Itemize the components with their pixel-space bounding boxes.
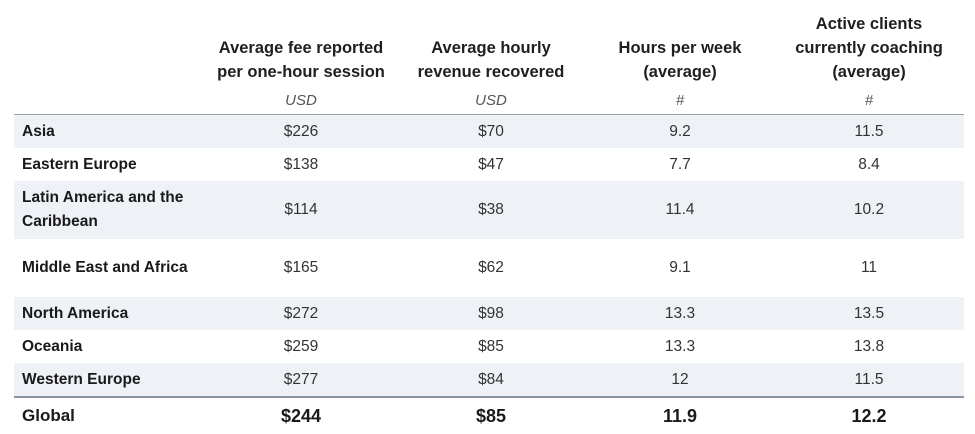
fee-value: $277 (206, 363, 396, 397)
clients-value: 8.4 (858, 155, 880, 173)
total-fee: $244 (206, 396, 396, 434)
clients-value: 13.8 (853, 337, 885, 355)
clients-value: 11.5 (774, 363, 964, 397)
total-clients: 12.2 (774, 396, 964, 434)
hours-value: 13.3 (664, 337, 696, 355)
header-row: Average fee reported per one-hour sessio… (14, 2, 964, 88)
revenue-value: $62 (478, 259, 504, 276)
data-table: Average fee reported per one-hour sessio… (14, 2, 964, 434)
table-row: North America $272 $98 13.3 13.5 (14, 297, 964, 330)
region-name: Latin America and the Caribbean (14, 181, 206, 239)
region-name: Asia (14, 114, 206, 148)
region-name: Middle East and Africa (22, 259, 188, 276)
fee-value: $259 (283, 337, 319, 355)
table-row: Western Europe $277 $84 12 11.5 (14, 363, 964, 397)
table-row: Middle East and Africa $165 $62 9.1 11 (14, 239, 964, 297)
fee-value: $165 (283, 259, 319, 276)
region-name: Western Europe (14, 363, 206, 397)
table-row: Oceania $259 $85 13.3 13.8 (14, 330, 964, 363)
unit-clients: # (774, 88, 964, 115)
fee-value: $138 (283, 155, 319, 173)
hours-value: 9.1 (669, 259, 691, 276)
revenue-value: $98 (396, 297, 586, 330)
unit-region (14, 88, 206, 115)
hours-value: 9.2 (586, 114, 774, 148)
revenue-value: $38 (396, 181, 586, 239)
clients-value: 10.2 (774, 181, 964, 239)
regional-coaching-table: Average fee reported per one-hour sessio… (14, 15, 964, 434)
header-active-clients: Active clients currently coaching (avera… (795, 15, 943, 81)
header-average-fee: Average fee reported per one-hour sessio… (217, 39, 385, 81)
total-row: Global $244 $85 11.9 12.2 (14, 396, 964, 434)
fee-value: $272 (206, 297, 396, 330)
hours-value: 7.7 (669, 155, 691, 173)
region-name: North America (14, 297, 206, 330)
revenue-value: $47 (478, 155, 504, 173)
total-hours: 11.9 (586, 396, 774, 434)
hours-value: 12 (586, 363, 774, 397)
unit-revenue: USD (396, 88, 586, 115)
total-revenue: $85 (396, 396, 586, 434)
clients-value: 11.5 (774, 114, 964, 148)
table-row: Eastern Europe $138 $47 7.7 8.4 (14, 148, 964, 181)
unit-row: USD USD # # (14, 88, 964, 115)
header-region (14, 2, 206, 88)
header-hours-per-week: Hours per week (average) (618, 39, 742, 81)
region-name: Oceania (22, 337, 83, 355)
hours-value: 13.3 (586, 297, 774, 330)
fee-value: $114 (206, 181, 396, 239)
hours-value: 11.4 (586, 181, 774, 239)
revenue-value: $70 (396, 114, 586, 148)
header-hourly-revenue: Average hourly revenue recovered (417, 39, 565, 81)
revenue-value: $84 (396, 363, 586, 397)
table-row: Latin America and the Caribbean $114 $38… (14, 181, 964, 239)
region-name: Eastern Europe (22, 155, 137, 173)
unit-fee: USD (206, 88, 396, 115)
total-label: Global (14, 396, 206, 434)
fee-value: $226 (206, 114, 396, 148)
clients-value: 11 (860, 259, 878, 276)
table-row: Asia $226 $70 9.2 11.5 (14, 114, 964, 148)
unit-hours: # (586, 88, 774, 115)
clients-value: 13.5 (774, 297, 964, 330)
revenue-value: $85 (478, 337, 504, 355)
